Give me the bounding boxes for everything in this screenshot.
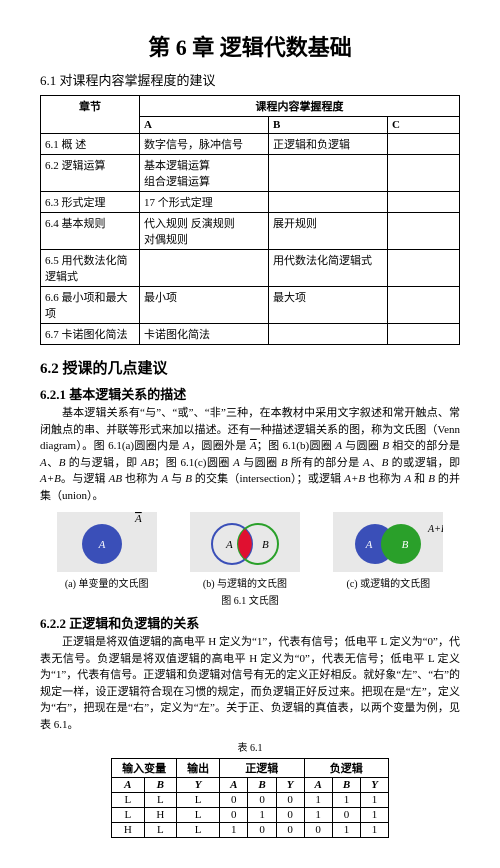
table-row: 6.2 逻辑运算 基本逻辑运算 组合逻辑运算 [41, 155, 460, 192]
section-6-2-2-title: 6.2.2 正逻辑和负逻辑的关系 [40, 613, 460, 632]
tt-head-input: 输入变量 [112, 759, 177, 778]
col-a: A [140, 117, 269, 134]
table-row: 6.3 形式定理 17 个形式定理 [41, 192, 460, 213]
table-row: 6.6 最小项和最大项 最小项 最大项 [41, 287, 460, 324]
figure-6-1: A A (a) 单变量的文氏图 A B (b) 与逻辑的文氏图 A B A+B … [40, 512, 460, 590]
fig-caption-c: (c) 或逻辑的文氏图 [333, 575, 443, 590]
svg-text:A: A [134, 513, 142, 525]
chapter-title: 第 6 章 逻辑代数基础 [40, 30, 460, 62]
svg-text:A: A [225, 539, 233, 551]
venn-b-icon: A B [190, 512, 300, 572]
section-6-2-title: 6.2 授课的几点建议 [40, 357, 460, 378]
truth-table: 输入变量 输出 正逻辑 负逻辑 A B Y A B Y A B Y LLL000… [111, 758, 389, 838]
table-row: 6.4 基本规则 代入规则 反演规则 对偶规则 展开规则 [41, 213, 460, 250]
col-c: C [388, 117, 460, 134]
col-section: 章节 [41, 96, 140, 134]
svg-text:B: B [262, 539, 269, 551]
table-row: LHL010101 [112, 808, 389, 823]
col-b: B [269, 117, 388, 134]
table-6-1-caption: 表 6.1 [40, 739, 460, 754]
figure-6-1-caption: 图 6.1 文氏图 [40, 592, 460, 607]
venn-c-icon: A B A+B [333, 512, 443, 572]
paragraph-622: 正逻辑是将双值逻辑的高电平 H 定义为“1”，代表有信号；低电平 L 定义为“0… [40, 634, 460, 733]
mastery-table: 章节 课程内容掌握程度 A B C 6.1 概 述 数字信号，脉冲信号 正逻辑和… [40, 95, 460, 345]
svg-text:A+B: A+B [427, 524, 443, 535]
table-row: HLL100011 [112, 823, 389, 838]
svg-text:B: B [402, 539, 409, 551]
fig-caption-b: (b) 与逻辑的文氏图 [190, 575, 300, 590]
table-row: 6.5 用代数法化简逻辑式 用代数法化简逻辑式 [41, 250, 460, 287]
paragraph-621: 基本逻辑关系有“与”、“或”、“非”三种，在本教材中采用文字叙述和常开触点、常闭… [40, 405, 460, 504]
tt-head-pos: 正逻辑 [220, 759, 304, 778]
section-6-2-1-title: 6.2.1 基本逻辑关系的描述 [40, 384, 460, 403]
tt-head-neg: 负逻辑 [304, 759, 388, 778]
col-mastery: 课程内容掌握程度 [140, 96, 460, 117]
table-row: 6.1 概 述 数字信号，脉冲信号 正逻辑和负逻辑 [41, 134, 460, 155]
venn-a-icon: A A [57, 512, 157, 572]
table-row: LLL000111 [112, 793, 389, 808]
svg-text:A: A [365, 539, 373, 551]
section-6-1-title: 6.1 对课程内容掌握程度的建议 [40, 70, 460, 89]
fig-caption-a: (a) 单变量的文氏图 [57, 575, 157, 590]
table-row: 6.7 卡诺图化简法 卡诺图化简法 [41, 324, 460, 345]
tt-head-output: 输出 [177, 759, 220, 778]
svg-text:A: A [97, 539, 105, 551]
